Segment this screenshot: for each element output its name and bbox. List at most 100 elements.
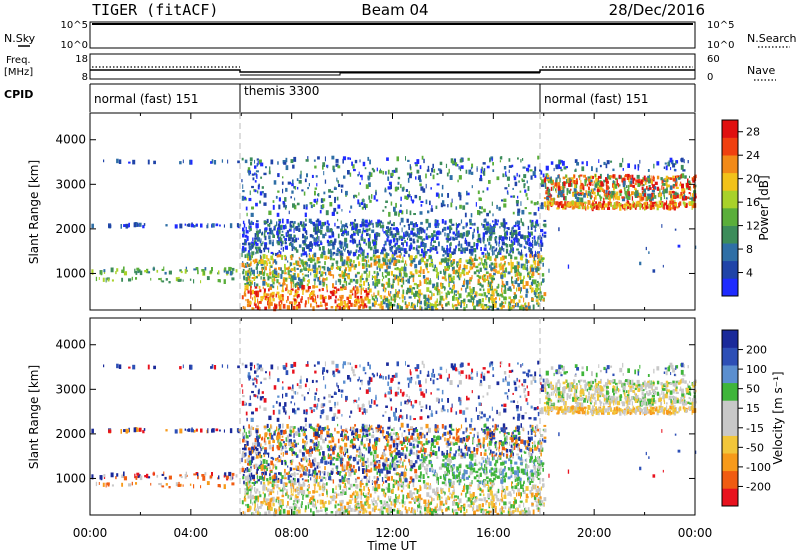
power-echo-cell bbox=[121, 224, 122, 229]
freq-trace-themis bbox=[240, 73, 540, 75]
power-echo-cell bbox=[322, 162, 325, 167]
power-echo-cell bbox=[301, 253, 303, 256]
velocity-echo-cell bbox=[222, 364, 223, 367]
power-echo-cell bbox=[501, 288, 502, 293]
power-echo-cell bbox=[613, 185, 615, 187]
power-echo-cell bbox=[257, 190, 258, 193]
power-echo-cell bbox=[440, 231, 442, 234]
power-echo-cell bbox=[564, 201, 566, 206]
power-echo-cell bbox=[327, 166, 328, 169]
power-echo-cell bbox=[520, 296, 523, 298]
power-echo-cell bbox=[310, 234, 313, 237]
power-echo-cell bbox=[554, 185, 555, 188]
power-echo-cell bbox=[534, 280, 535, 284]
power-echo-cell bbox=[494, 221, 495, 226]
power-echo-cell bbox=[595, 174, 596, 178]
power-echo-cell bbox=[266, 282, 267, 285]
power-echo-cell bbox=[232, 268, 235, 271]
power-echo-cell bbox=[634, 192, 635, 194]
power-echo-cell bbox=[657, 176, 659, 180]
power-echo-cell bbox=[340, 255, 342, 259]
power-echo-cell bbox=[418, 270, 421, 273]
power-echo-cell bbox=[314, 265, 317, 269]
power-echo-cell bbox=[635, 208, 637, 210]
power-echo-cell bbox=[492, 169, 494, 172]
power-echo-cell bbox=[453, 249, 456, 252]
power-echo-cell bbox=[480, 268, 482, 272]
power-echo-cell bbox=[374, 304, 375, 307]
power-echo-cell bbox=[672, 205, 674, 209]
power-echo-cell bbox=[617, 196, 620, 200]
power-echo-cell bbox=[450, 242, 452, 246]
power-echo-cell bbox=[517, 220, 519, 224]
power-echo-cell bbox=[388, 186, 391, 189]
power-echo-cell bbox=[244, 265, 245, 268]
power-echo-cell bbox=[535, 227, 536, 231]
power-echo-cell bbox=[103, 160, 104, 163]
power-echo-cell bbox=[337, 299, 339, 301]
power-echo-cell bbox=[632, 180, 634, 184]
power-echo-cell bbox=[407, 238, 408, 240]
power-echo-cell bbox=[305, 213, 307, 217]
power-echo-cell bbox=[390, 240, 392, 244]
power-echo-cell bbox=[526, 193, 528, 197]
power-echo-cell bbox=[310, 221, 312, 224]
power-echo-cell bbox=[103, 269, 105, 272]
power-echo-cell bbox=[462, 247, 464, 251]
velocity-echo-cell bbox=[144, 475, 147, 477]
power-echo-cell bbox=[408, 302, 410, 306]
power-echo-cell bbox=[420, 201, 423, 203]
power-echo-cell bbox=[444, 266, 446, 269]
velocity-echo-cell bbox=[148, 365, 150, 370]
power-echo-cell bbox=[554, 168, 555, 171]
power-echo-cell bbox=[191, 224, 194, 227]
power-echo-cell bbox=[258, 161, 259, 165]
power-echo-cell bbox=[254, 160, 255, 164]
power-echo-cell bbox=[254, 237, 257, 240]
power-echo-cell bbox=[293, 221, 295, 224]
power-echo-cell bbox=[183, 279, 184, 281]
power-echo-cell bbox=[144, 223, 145, 226]
power-echo-cell bbox=[357, 256, 359, 259]
power-echo-cell bbox=[558, 164, 560, 169]
power-echo-cell bbox=[476, 202, 477, 207]
freq-unit: [MHz] bbox=[4, 67, 33, 78]
power-echo-cell bbox=[520, 257, 523, 259]
power-echo-cell bbox=[287, 287, 288, 290]
power-echo-cell bbox=[338, 303, 341, 306]
velocity-echo-cell bbox=[212, 364, 214, 368]
power-echo-cell bbox=[561, 160, 563, 163]
power-echo-cell bbox=[310, 258, 313, 263]
power-echo-cell bbox=[543, 174, 545, 178]
power-echo-cell bbox=[292, 278, 293, 281]
power-echo-cell bbox=[333, 290, 335, 292]
velocity-echo-cell bbox=[470, 432, 472, 434]
power-echo-cell bbox=[514, 280, 517, 284]
power-echo-cell bbox=[252, 174, 255, 176]
cpid-segment-1: normal (fast) 151 bbox=[94, 92, 198, 106]
power-echo-cell bbox=[314, 160, 316, 162]
power-echo-cell bbox=[337, 219, 338, 221]
power-echo-cell bbox=[222, 159, 223, 162]
power-echo-cell bbox=[594, 188, 596, 190]
power-echo-cell bbox=[337, 205, 340, 209]
power-echo-cell bbox=[419, 298, 421, 302]
power-echo-cell bbox=[563, 182, 565, 186]
power-echo-cell bbox=[413, 232, 416, 236]
power-echo-cell bbox=[563, 177, 566, 180]
velocity-echo-cell bbox=[214, 365, 216, 370]
power-echo-cell bbox=[543, 299, 545, 301]
power-echo-cell bbox=[246, 207, 248, 211]
power-echo-cell bbox=[485, 279, 488, 281]
power-echo-cell bbox=[431, 303, 433, 306]
power-echo-cell bbox=[575, 189, 577, 192]
velocity-echo-cell bbox=[119, 364, 121, 369]
power-echo-cell bbox=[676, 187, 679, 189]
power-echo-cell bbox=[603, 162, 605, 165]
velocity-echo-cell bbox=[327, 425, 329, 429]
power-echo-cell bbox=[669, 201, 671, 204]
power-echo-cell bbox=[420, 211, 423, 215]
power-echo-cell bbox=[436, 193, 439, 197]
power-echo-cell bbox=[350, 224, 351, 226]
power-echo-cell bbox=[467, 247, 468, 251]
